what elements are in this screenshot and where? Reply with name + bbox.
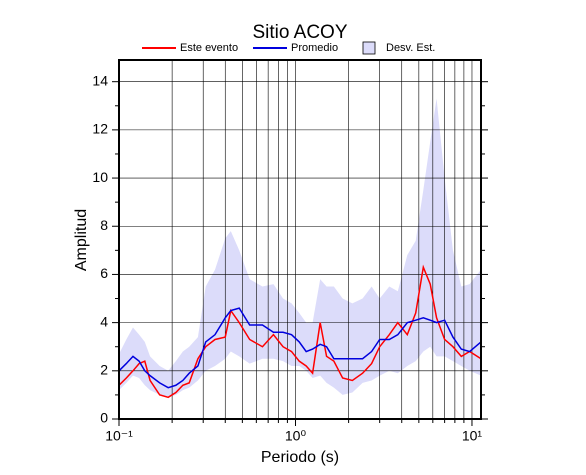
y-tick-label: 2: [100, 362, 108, 378]
series-line: [118, 307, 482, 389]
x-tick-label: 10⁻¹: [105, 428, 133, 444]
plot-frame: [118, 59, 482, 420]
chart-title: Sitio ACOY: [252, 22, 347, 43]
series-line: [118, 264, 482, 399]
x-tick-label: 10¹: [462, 428, 483, 444]
x-tick-label: 10⁰: [285, 428, 307, 444]
y-tick-label: 4: [100, 313, 108, 329]
y-axis-label: Amplitud: [73, 209, 90, 271]
legend-label: Este evento: [180, 42, 238, 54]
y-tick-label: 14: [92, 72, 108, 88]
legend-label: Promedio: [291, 42, 338, 54]
y-tick-label: 12: [92, 121, 108, 137]
legend-label: Desv. Est.: [386, 42, 435, 54]
y-tick-label: 10: [92, 169, 108, 185]
y-tick-label: 6: [100, 265, 108, 281]
x-axis-label: Periodo (s): [261, 449, 339, 466]
std-band: [119, 98, 481, 398]
y-tick-label: 8: [100, 217, 108, 233]
y-tick-label: 0: [100, 410, 108, 426]
legend-swatch: [362, 41, 376, 55]
